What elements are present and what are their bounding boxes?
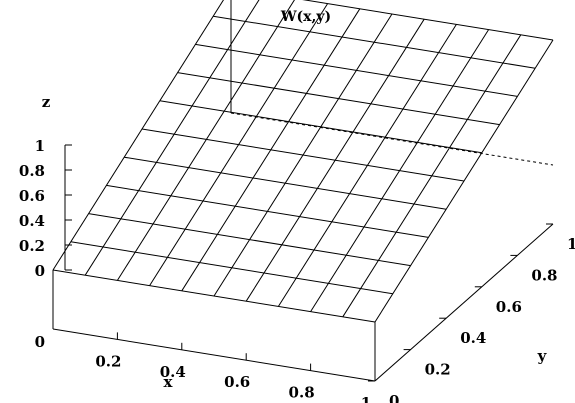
base-origin-label: 0	[35, 333, 45, 351]
x-tick-label: 0.2	[95, 352, 121, 370]
axis-ticks: 0 0.2 0.4 0.6 0.8 1 0.2 0.4 0.6 0.8 1 0 0.2 0.4 0.6 0.8…	[19, 137, 575, 403]
base-front-edge	[52, 328, 376, 382]
base-right-edge	[374, 223, 554, 382]
mesh-line-y	[213, 15, 536, 69]
mesh-line-y	[88, 213, 411, 267]
x-tick-label: 0.6	[224, 373, 250, 391]
x-tick-label: 0.8	[289, 384, 315, 402]
mesh-line-y	[302, 0, 554, 41]
back-floor-dashed-edge	[230, 112, 554, 166]
mesh-line-y	[70, 241, 393, 295]
base-frame	[52, 223, 554, 382]
z-tick-label: 0.4	[19, 212, 45, 230]
z-tick-label: 0	[35, 262, 45, 280]
mesh-line-y	[52, 269, 376, 323]
x-axis-label: x	[164, 373, 174, 391]
mesh-line-x	[52, 0, 225, 271]
y-tick-label: 0.2	[425, 361, 451, 379]
chart-title: W(x,y)	[280, 9, 331, 25]
mesh-line-y	[106, 184, 429, 238]
mesh-line-y	[159, 100, 482, 154]
mesh-line-y	[141, 128, 465, 182]
z-axis-label: z	[42, 93, 51, 111]
z-tick-label: 0.2	[19, 237, 45, 255]
y-tick-label: 0.8	[531, 266, 557, 284]
y-tick-label: 1	[567, 235, 575, 253]
mesh-line-y	[195, 43, 518, 97]
mesh-line-x	[84, 0, 260, 276]
z-tick-label: 0.6	[19, 187, 45, 205]
z-tick-label: 1	[35, 137, 45, 155]
x-tick-label: 1	[361, 394, 371, 403]
surface-mesh	[52, 0, 554, 323]
y-tick-label: 0.4	[460, 329, 486, 347]
mesh-line-y	[124, 156, 447, 210]
z-tick-label: 0.8	[19, 162, 45, 180]
mesh-line-x	[116, 0, 295, 281]
y-tick-label: 0	[389, 392, 399, 403]
x-tick-label: 0.4	[160, 363, 186, 381]
y-tick-label: 0.6	[496, 298, 522, 316]
y-axis-label: y	[537, 347, 548, 365]
mesh-line-y	[177, 72, 500, 126]
